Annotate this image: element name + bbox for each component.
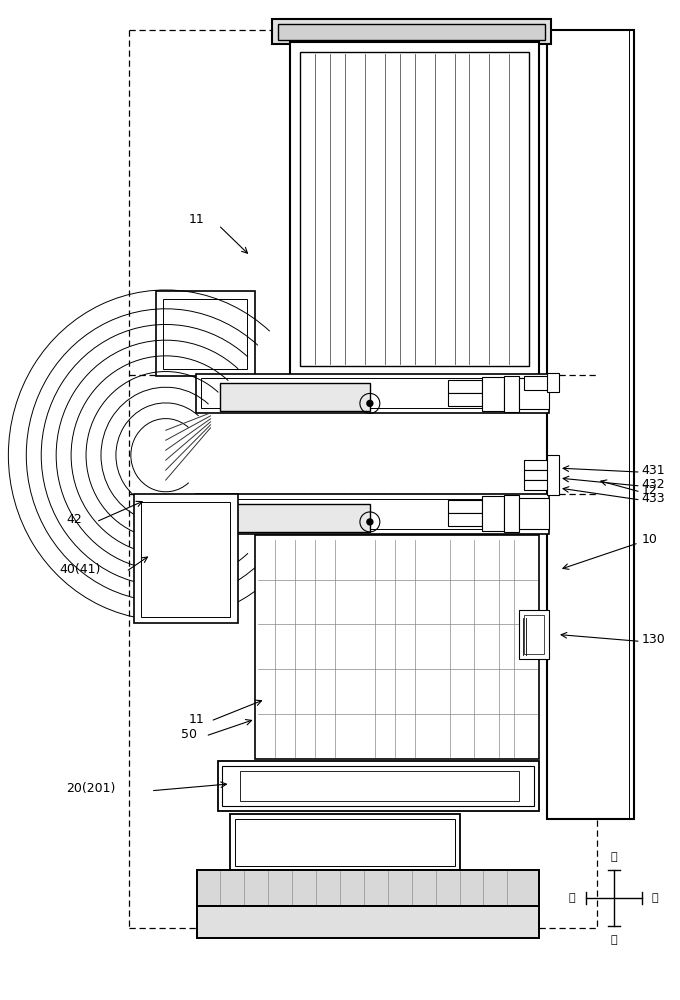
Text: 432: 432 [642,478,666,491]
Circle shape [367,400,373,406]
Bar [196,494,549,534]
Text: 20(201): 20(201) [66,782,116,795]
Text: 431: 431 [642,464,666,477]
Bar [278,24,545,40]
Bar [220,383,370,411]
Bar [547,455,559,495]
Text: 下: 下 [611,935,617,945]
Bar [505,376,520,412]
Text: 10: 10 [642,533,658,546]
Bar [520,498,549,529]
Bar [520,610,549,659]
Bar [201,378,544,408]
Bar [482,496,505,531]
Text: 42: 42 [66,513,82,526]
Text: 12: 12 [642,484,658,497]
Bar [524,460,549,470]
Bar [272,19,551,44]
Bar [547,373,559,392]
Bar [241,771,520,801]
Text: 40(41): 40(41) [59,563,101,576]
Bar [482,377,505,411]
Bar [447,513,482,526]
Bar [197,906,539,938]
Bar [524,615,544,654]
Text: 130: 130 [642,633,666,646]
Bar [300,52,529,366]
Bar [524,480,549,490]
Bar [524,470,549,480]
Bar [447,393,482,406]
Bar [447,380,482,393]
Text: 上: 上 [611,852,617,862]
Bar [256,535,539,759]
Bar [505,495,520,532]
Bar [141,502,231,617]
Bar [290,42,539,376]
Bar [163,299,248,369]
Bar [156,291,256,376]
Bar [222,766,534,806]
Bar [547,30,634,819]
Bar [231,814,460,870]
Bar [197,870,539,906]
Bar [197,906,539,938]
Bar [220,504,370,532]
Bar [447,500,482,513]
Text: 右: 右 [651,893,658,903]
Text: 11: 11 [188,213,205,226]
Text: 50: 50 [181,728,197,741]
Text: 433: 433 [642,492,666,505]
Text: 11: 11 [188,713,205,726]
Circle shape [367,519,373,525]
Bar [197,870,539,906]
Bar [196,374,549,413]
Bar [235,819,454,866]
Text: 左: 左 [568,893,575,903]
Bar [218,761,539,811]
Bar [201,499,544,529]
Bar [524,376,549,390]
Bar [134,494,239,623]
Bar [520,378,549,409]
